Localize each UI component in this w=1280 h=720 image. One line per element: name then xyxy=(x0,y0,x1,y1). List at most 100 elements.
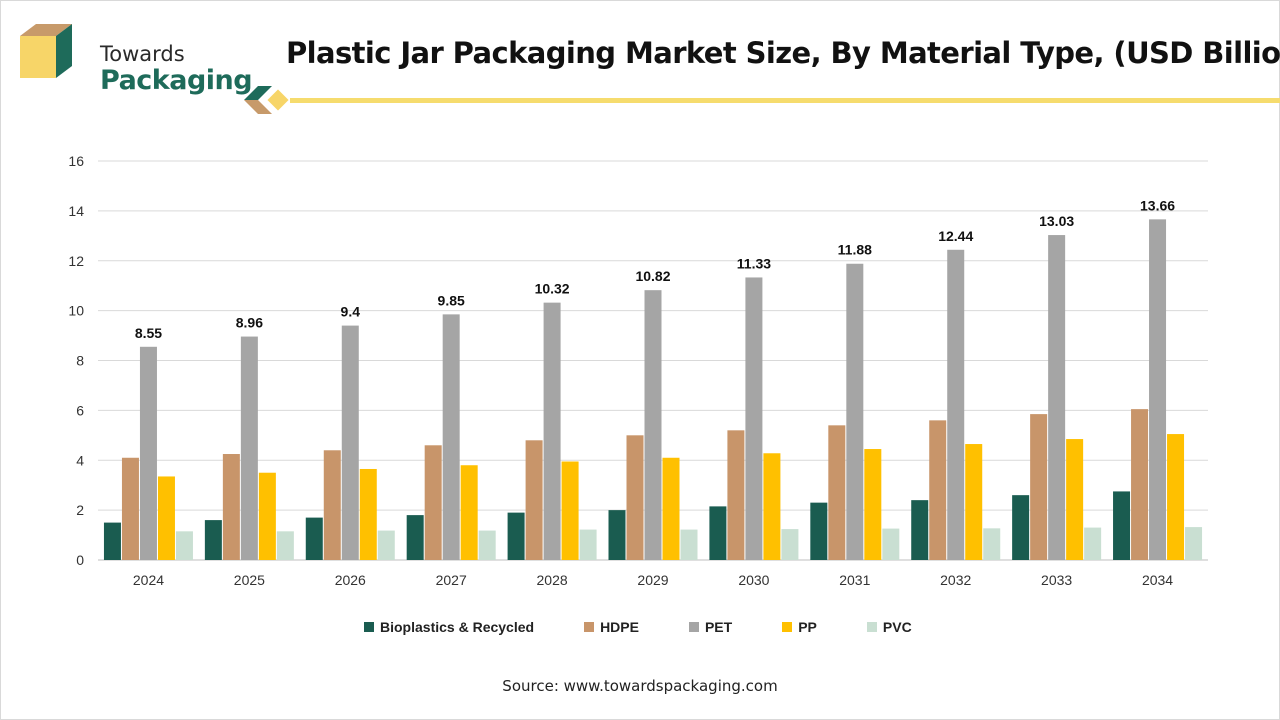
y-tick-label: 10 xyxy=(68,303,84,319)
legend-item: PVC xyxy=(866,619,912,635)
data-label: 13.66 xyxy=(1140,197,1175,213)
bar-pet-2029 xyxy=(644,290,662,560)
bar-pet-2028 xyxy=(543,302,561,560)
x-tick-label: 2024 xyxy=(133,572,164,588)
bar-pvc-2030 xyxy=(781,529,799,560)
x-tick-label: 2030 xyxy=(738,572,769,588)
bar-pet-2026 xyxy=(341,325,359,560)
legend-label: Bioplastics & Recycled xyxy=(380,619,535,635)
bar-pvc-2027 xyxy=(478,530,496,560)
brand-logo: Towards Packaging xyxy=(16,22,253,96)
bar-hdpe-2031 xyxy=(828,425,846,560)
bar-hdpe-2025 xyxy=(222,454,240,560)
legend-swatch xyxy=(584,622,595,632)
bar-hdpe-2024 xyxy=(121,457,139,560)
legend-swatch xyxy=(364,622,374,632)
bar-bioplastics-recycled-2026 xyxy=(305,517,323,560)
legend-swatch xyxy=(866,622,877,632)
bar-pp-2030 xyxy=(763,453,781,560)
data-label: 9.85 xyxy=(438,292,465,308)
bar-pp-2033 xyxy=(1066,439,1084,560)
legend-item: PET xyxy=(688,619,733,635)
y-tick-label: 6 xyxy=(76,402,84,418)
bar-pvc-2032 xyxy=(983,528,1001,560)
bar-pp-2032 xyxy=(965,444,983,560)
brand-name-line1: Towards xyxy=(100,42,185,66)
y-tick-label: 16 xyxy=(68,153,84,169)
x-tick-label: 2027 xyxy=(436,572,467,588)
bar-pp-2034 xyxy=(1167,434,1185,560)
bar-hdpe-2026 xyxy=(323,450,341,560)
bar-bioplastics-recycled-2031 xyxy=(810,502,828,560)
legend-swatch xyxy=(688,622,699,632)
data-label: 13.03 xyxy=(1039,213,1074,229)
legend-item: Bioplastics & Recycled xyxy=(364,619,534,635)
bar-pp-2026 xyxy=(359,468,377,560)
bar-pvc-2028 xyxy=(579,529,597,560)
legend-item: HDPE xyxy=(584,619,639,635)
bar-pet-2024 xyxy=(139,346,157,560)
data-label: 10.32 xyxy=(535,281,570,297)
bar-pp-2029 xyxy=(662,457,680,560)
bar-pp-2024 xyxy=(157,476,175,560)
y-tick-label: 14 xyxy=(68,203,84,219)
bar-bioplastics-recycled-2034 xyxy=(1113,491,1131,560)
data-label: 8.55 xyxy=(135,325,162,341)
source-note: Source: www.towardspackaging.com xyxy=(502,677,778,695)
data-label: 10.82 xyxy=(635,268,670,284)
x-tick-label: 2028 xyxy=(537,572,568,588)
x-tick-label: 2033 xyxy=(1041,572,1072,588)
bar-pet-2025 xyxy=(240,336,258,560)
bar-bioplastics-recycled-2025 xyxy=(204,520,222,560)
bar-hdpe-2033 xyxy=(1030,414,1048,560)
legend-swatch xyxy=(782,622,793,632)
bar-pp-2031 xyxy=(864,449,882,560)
bar-pvc-2033 xyxy=(1084,527,1102,560)
y-tick-label: 2 xyxy=(76,502,84,518)
bar-pet-2033 xyxy=(1048,235,1066,560)
y-tick-label: 0 xyxy=(76,552,84,568)
x-tick-label: 2034 xyxy=(1142,572,1173,588)
bar-pvc-2031 xyxy=(882,528,900,560)
bar-pvc-2026 xyxy=(377,530,395,560)
chart-legend: Bioplastics & Recycled HDPE PET PP PVC xyxy=(364,617,962,637)
bar-bioplastics-recycled-2030 xyxy=(709,506,727,560)
bar-bioplastics-recycled-2024 xyxy=(103,522,121,560)
bar-pvc-2034 xyxy=(1185,527,1203,560)
bar-pvc-2025 xyxy=(276,531,294,560)
legend-label: PET xyxy=(704,619,733,635)
legend-item: PP xyxy=(782,619,817,635)
data-label: 9.4 xyxy=(341,304,361,320)
logo-box-icon xyxy=(20,24,72,78)
bar-pet-2034 xyxy=(1149,219,1167,560)
x-tick-label: 2026 xyxy=(335,572,366,588)
bar-bioplastics-recycled-2029 xyxy=(608,510,626,560)
bar-bioplastics-recycled-2028 xyxy=(507,512,525,560)
legend-label: HDPE xyxy=(600,619,639,635)
bar-hdpe-2028 xyxy=(525,440,543,560)
x-tick-label: 2032 xyxy=(940,572,971,588)
data-label: 11.88 xyxy=(838,242,872,258)
bar-hdpe-2034 xyxy=(1131,409,1149,560)
bar-pp-2027 xyxy=(460,465,478,560)
bar-pet-2032 xyxy=(947,249,965,560)
bar-hdpe-2032 xyxy=(929,420,947,560)
data-label: 11.33 xyxy=(737,255,771,271)
title-underline-decoration xyxy=(244,86,1280,114)
bar-pvc-2024 xyxy=(175,531,193,560)
bar-bioplastics-recycled-2032 xyxy=(911,500,929,560)
data-label: 8.96 xyxy=(236,315,263,331)
x-tick-label: 2025 xyxy=(234,572,265,588)
legend-label: PP xyxy=(798,619,817,635)
bar-pvc-2029 xyxy=(680,529,698,560)
bar-pp-2028 xyxy=(561,461,579,560)
bar-bioplastics-recycled-2033 xyxy=(1012,495,1030,560)
bar-hdpe-2030 xyxy=(727,430,745,560)
brand-name-line2: Packaging xyxy=(100,65,253,96)
data-label: 12.44 xyxy=(938,228,973,244)
y-tick-label: 8 xyxy=(76,353,84,369)
y-tick-label: 4 xyxy=(76,452,84,468)
bar-hdpe-2027 xyxy=(424,445,442,560)
bar-pet-2031 xyxy=(846,263,864,560)
